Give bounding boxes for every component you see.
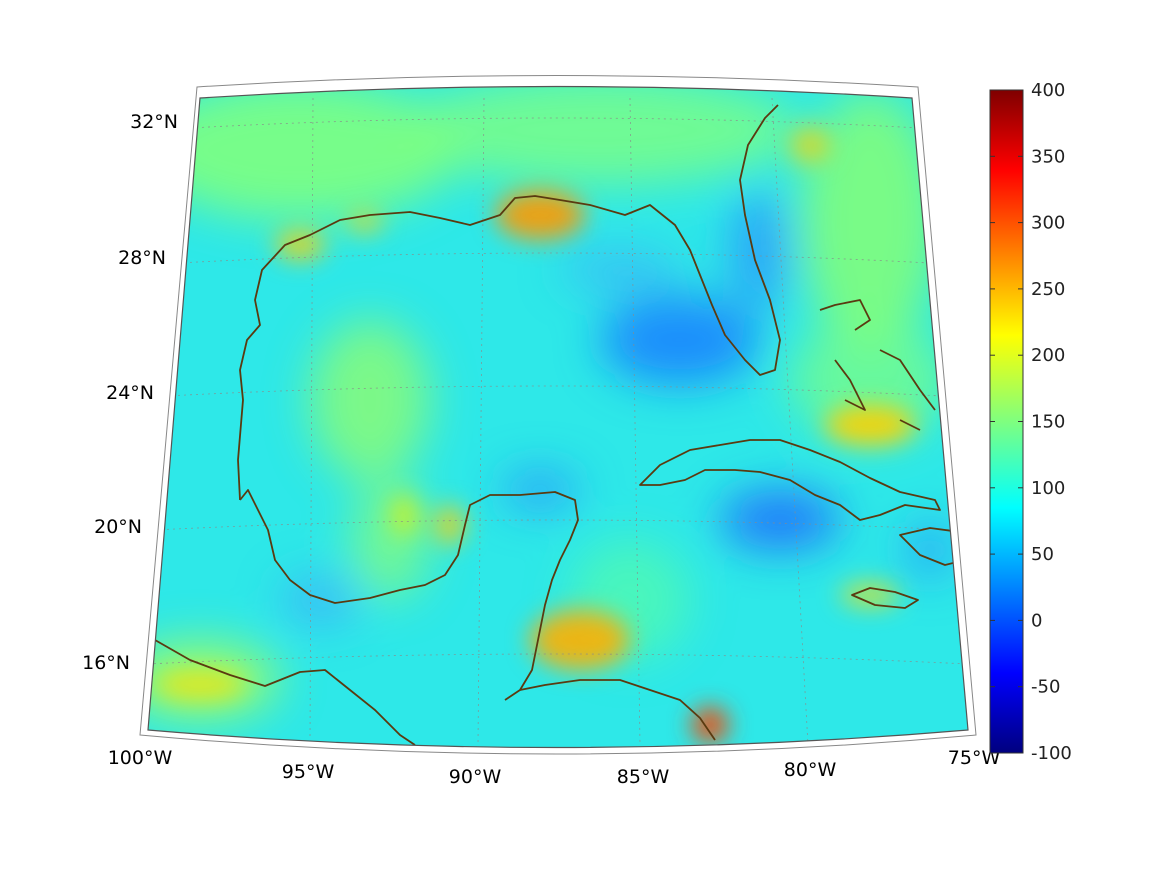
coastlines — [154, 104, 966, 746]
colorbar-tick-label: 0 — [1031, 610, 1042, 631]
lat-labels: 32°N 28°N 24°N 20°N 16°N — [82, 111, 178, 674]
bahamas-coast — [819, 299, 936, 431]
lat-label: 20°N — [94, 516, 142, 538]
gridlines — [148, 97, 968, 746]
field-blobs — [148, 86, 955, 720]
lon-label: 100°W — [108, 747, 173, 769]
colorbar: 400 350 300 250 200 150 100 50 0 -50 -100 — [989, 80, 1072, 764]
lon-label: 75°W — [948, 747, 1001, 769]
map-frame — [147, 85, 969, 749]
colorbar-tick-label: 200 — [1031, 345, 1065, 366]
colorbar-tick-label: -100 — [1031, 743, 1072, 764]
colorbar-tick-label: -50 — [1031, 677, 1060, 698]
colorbar-tick-label: 150 — [1031, 412, 1065, 433]
colorbar-tick-label: 250 — [1031, 279, 1065, 300]
lat-label: 16°N — [82, 652, 130, 674]
map-area — [148, 86, 968, 748]
colorbar-tick-label: 400 — [1031, 80, 1065, 101]
colorbar-tick-label: 50 — [1031, 544, 1054, 565]
us-gulf-coast — [237, 104, 781, 501]
lon-label: 85°W — [617, 766, 670, 788]
lon-label: 90°W — [449, 766, 502, 788]
lon-labels: 100°W 95°W 90°W 85°W 80°W 75°W — [108, 747, 1001, 788]
lat-label: 24°N — [106, 382, 154, 404]
lat-label: 28°N — [118, 247, 166, 269]
lon-label: 95°W — [282, 761, 335, 783]
map-frame-outer — [139, 75, 977, 755]
colorbar-ticks: 400 350 300 250 200 150 100 50 0 -50 -100 — [990, 80, 1072, 764]
pacific-coast — [154, 639, 416, 746]
cuba-coast — [639, 439, 941, 521]
colorbar-tick-label: 350 — [1031, 146, 1065, 167]
colorbar-tick-label: 300 — [1031, 213, 1065, 234]
colorbar-tick-label: 100 — [1031, 478, 1065, 499]
mexico-gulf-coast — [239, 489, 579, 701]
central-america-coast — [519, 679, 716, 741]
lat-label: 32°N — [130, 111, 178, 133]
lon-label: 80°W — [784, 759, 837, 781]
jamaica-coast — [851, 587, 919, 609]
